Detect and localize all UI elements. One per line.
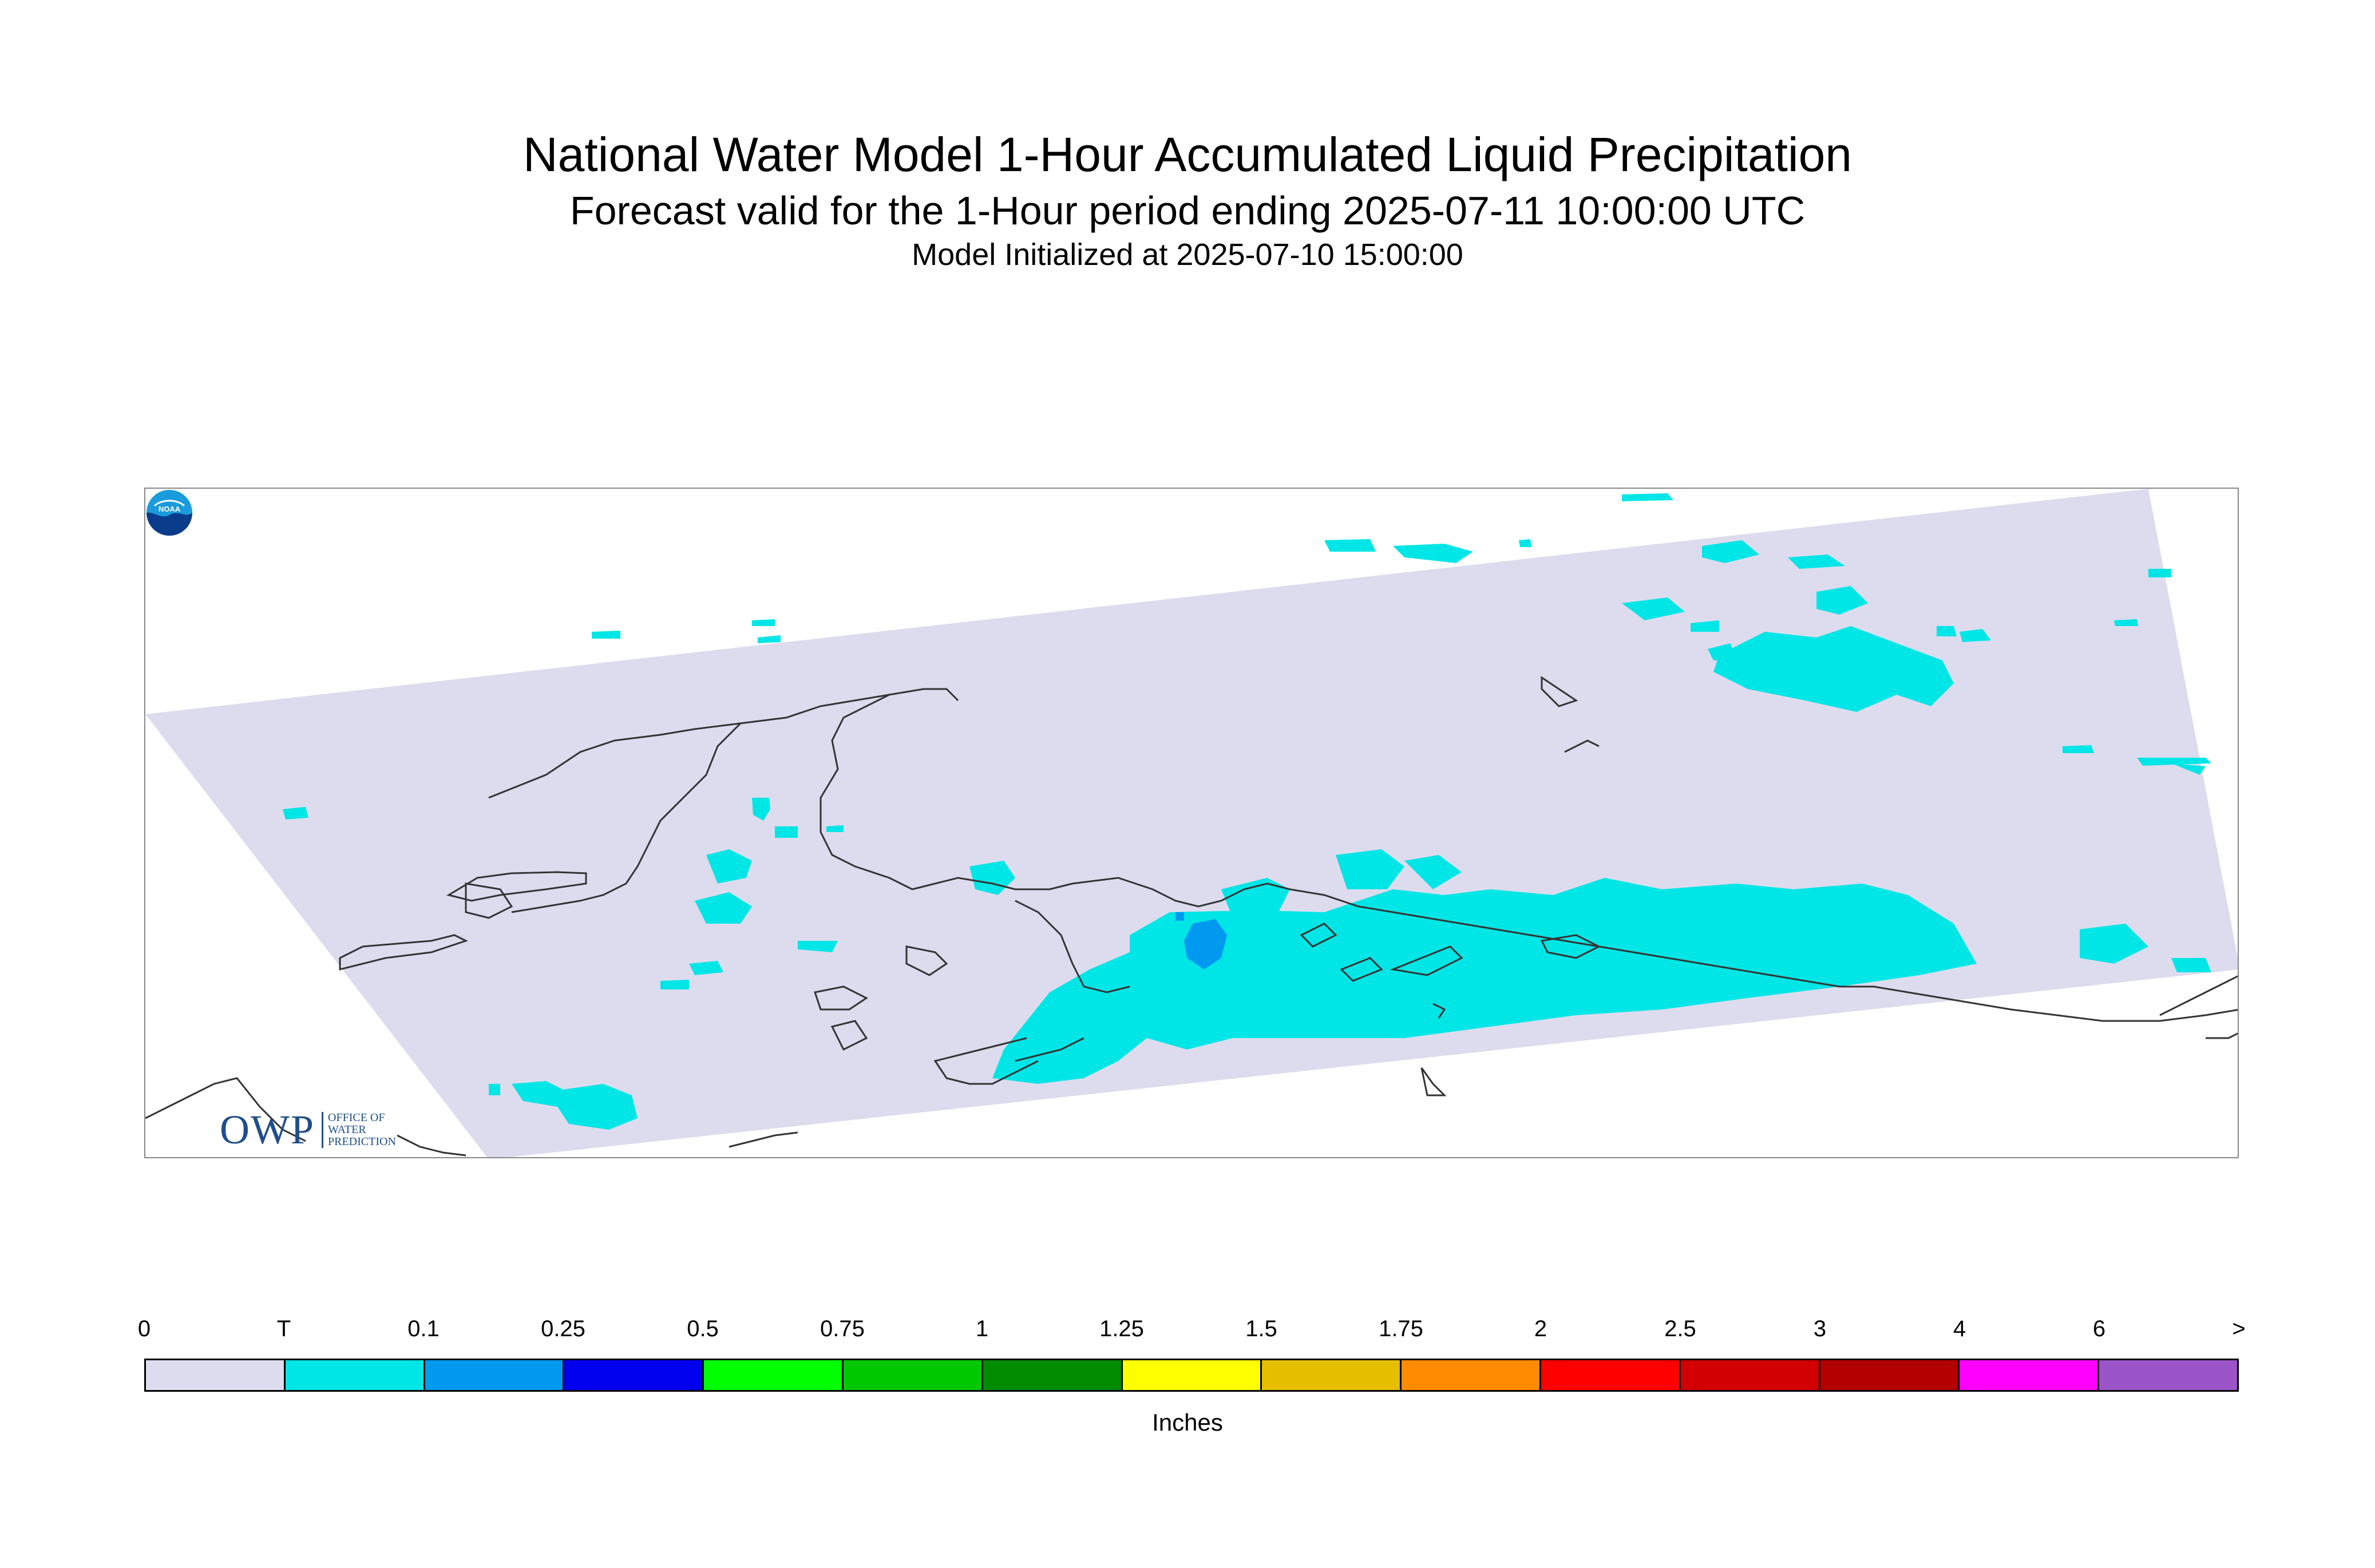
legend-tick-labels: 0 T 0.1 0.25 0.5 0.75 1 1.25 1.5 1.75 2 2.5 3 4 6 > — [138, 1316, 2246, 1345]
coastlines — [145, 676, 2238, 1157]
noaa-logo-text: NOAA — [159, 505, 181, 513]
legend-tick-label: T — [276, 1316, 291, 1341]
owp-sub-line: OFFICE OF — [328, 1111, 385, 1124]
map-subtitle: Forecast valid for the 1-Hour period end… — [569, 188, 1806, 233]
legend-tick-label: 0.5 — [687, 1316, 719, 1341]
trace-precip-areas — [283, 493, 2211, 1130]
legend-tick-label: 2.5 — [1664, 1316, 1696, 1341]
legend-tick-label: 0 — [137, 1316, 151, 1341]
legend-swatch — [2099, 1360, 2237, 1390]
legend-tick-label: > — [2232, 1316, 2246, 1341]
legend-tick-label: 0.1 — [407, 1316, 440, 1341]
legend-tick-label: 4 — [1953, 1316, 1966, 1341]
owp-sub-line: PREDICTION — [328, 1135, 396, 1148]
legend-tick-label: 2 — [1534, 1316, 1547, 1341]
map-title: National Water Model 1-Hour Accumulated … — [522, 128, 1852, 181]
init-time: Model Initialized at 2025-07-10 15:00:00 — [912, 237, 1463, 272]
legend-swatch — [285, 1360, 425, 1390]
legend-swatch — [1960, 1360, 2100, 1390]
legend-tick-label: 1.25 — [1099, 1316, 1144, 1341]
legend-swatch — [564, 1360, 704, 1390]
legend-tick-label: 6 — [2092, 1316, 2106, 1341]
legend-swatch — [425, 1360, 565, 1390]
map-canvas — [145, 489, 2238, 1157]
legend-swatch — [146, 1360, 286, 1390]
legend-swatch — [704, 1360, 844, 1390]
legend-tick-label: 1.75 — [1379, 1316, 1423, 1341]
legend-swatch — [843, 1360, 983, 1390]
owp-logo-letters: OWP — [220, 1106, 315, 1153]
legend-tick-label: 0.25 — [541, 1316, 585, 1341]
legend-swatch — [1820, 1360, 1960, 1390]
legend-tick-label: 1.5 — [1245, 1316, 1277, 1341]
model-domain — [145, 489, 2238, 1157]
legend-tick-label: 0.75 — [820, 1316, 865, 1341]
legend-swatch — [1262, 1360, 1402, 1390]
legend-swatch — [983, 1360, 1123, 1390]
precipitation-map: OWP OFFICE OF WATER PREDICTION NOAA — [144, 488, 2239, 1158]
legend-tick-label: 1 — [975, 1316, 989, 1341]
color-legend — [144, 1359, 2239, 1392]
owp-logo: OWP OFFICE OF WATER PREDICTION — [220, 1107, 396, 1153]
legend-swatch — [1541, 1360, 1681, 1390]
owp-sub-line: WATER — [328, 1123, 366, 1136]
legend-tick-label: 3 — [1813, 1316, 1827, 1341]
owp-logo-subtext: OFFICE OF WATER PREDICTION — [322, 1111, 396, 1148]
light-precip-areas — [1175, 912, 1227, 969]
legend-units: Inches — [1152, 1409, 1223, 1436]
legend-swatch — [1680, 1360, 1820, 1390]
noaa-logo: NOAA — [147, 490, 192, 536]
legend-swatch — [1122, 1360, 1262, 1390]
legend-swatch — [1402, 1360, 1541, 1390]
